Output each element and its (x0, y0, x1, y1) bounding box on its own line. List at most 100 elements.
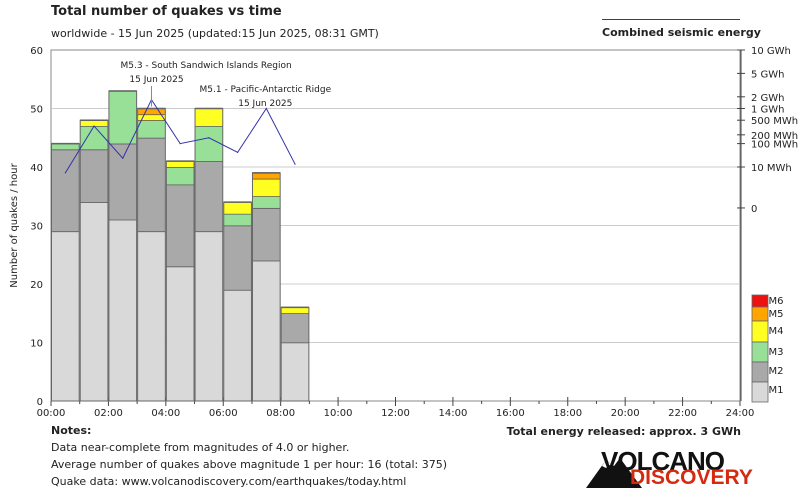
bar-segment-m2 (223, 225, 252, 290)
bar-segment-m2 (166, 184, 195, 267)
notes-title: Notes: (51, 424, 92, 437)
note-line: Average number of quakes above magnitude… (51, 458, 447, 471)
energy-tick-label: 0 (751, 204, 757, 215)
x-tick-label: 24:00 (726, 408, 755, 419)
x-tick-label: 08:00 (266, 408, 295, 419)
bar-segment-m3 (223, 213, 252, 226)
energy-point (64, 172, 66, 174)
bar-segment-m2 (252, 207, 281, 261)
energy-point (179, 143, 181, 145)
chart-title: Total number of quakes vs time (51, 4, 282, 19)
bar-segment-m2 (80, 149, 108, 203)
bar-segment-m4 (252, 178, 281, 197)
bar-outline (280, 306, 310, 402)
bar-segment-m3 (252, 196, 281, 208)
bar-segment-m5 (137, 108, 166, 115)
note-link[interactable]: Quake data: www.volcanodiscovery.com/ear… (51, 475, 407, 488)
y-tick-label: 10 (30, 339, 43, 350)
bar-segment-m5 (252, 172, 281, 179)
energy-point (294, 163, 296, 165)
bar-segment-m1 (137, 231, 166, 401)
energy-tick-label: 5 GWh (751, 69, 785, 80)
bar-segment-m4 (137, 114, 166, 121)
y-tick-label: 30 (30, 222, 43, 233)
legend-swatch-m5 (751, 306, 769, 322)
bar-outline (108, 90, 138, 402)
x-tick-label: 02:00 (94, 408, 123, 419)
bar-segment-m2 (108, 143, 137, 220)
annotation-label: M5.1 - Pacific-Antarctic Ridge (200, 85, 332, 95)
energy-legend-swatch (602, 19, 740, 20)
bar-outline (251, 172, 281, 402)
bar-segment-m1 (51, 231, 80, 401)
legend-swatch-m4 (751, 320, 769, 343)
logo-text-discovery: DISCOVERY (630, 466, 753, 489)
bar-outline (223, 201, 252, 402)
volcano-logo-icon (586, 458, 642, 488)
legend-label-m3: M3 (769, 347, 784, 358)
logo-text-volcano: VOLCANO (601, 446, 725, 476)
energy-tick-label: 1 GWh (751, 105, 785, 116)
bar-segment-m3 (80, 126, 108, 150)
y-tick-label: 0 (37, 397, 43, 408)
legend-swatch-m6 (751, 294, 769, 308)
energy-point (208, 137, 210, 139)
bar-segment-m3 (51, 143, 80, 150)
bar-outline (79, 119, 109, 402)
y-axis-label: Number of quakes / hour (9, 162, 20, 287)
legend-label-m1: M1 (769, 385, 784, 396)
volcanodiscovery-logo[interactable]: VOLCANO DISCOVERY (584, 446, 756, 492)
bar-segment-m1 (223, 289, 252, 401)
bar-segment-m4 (281, 307, 309, 314)
bar-segment-m2 (195, 161, 223, 232)
legend-label-m4: M4 (769, 326, 784, 337)
legend-label-m5: M5 (769, 309, 784, 320)
bar-segment-m1 (281, 342, 309, 401)
annotation-date: 15 Jun 2025 (238, 99, 292, 109)
y-tick-label: 40 (30, 163, 43, 174)
energy-point (122, 157, 124, 159)
energy-tick-label: 200 MWh (751, 131, 798, 142)
x-tick-label: 00:00 (37, 408, 66, 419)
energy-tick-label: 500 MWh (751, 116, 798, 127)
annotation-label: M5.3 - South Sandwich Islands Region (120, 61, 291, 71)
bar-segment-m3 (166, 167, 195, 185)
x-tick-label: 10:00 (324, 408, 353, 419)
x-tick-label: 18:00 (553, 408, 582, 419)
energy-tick-label: 100 MWh (751, 140, 798, 151)
bar-segment-m4 (166, 161, 195, 167)
annotation-date: 15 Jun 2025 (129, 75, 183, 85)
energy-legend-label: Combined seismic energy (602, 26, 761, 39)
energy-point (237, 151, 239, 153)
note-line: Data near-complete from magnitudes of 4.… (51, 441, 350, 454)
energy-point (93, 125, 95, 127)
bar-segment-m2 (281, 313, 309, 343)
bar-segment-m3 (195, 126, 223, 162)
x-tick-label: 04:00 (151, 408, 180, 419)
bar-segment-m2 (51, 149, 80, 232)
x-tick-label: 16:00 (496, 408, 525, 419)
x-tick-label: 06:00 (209, 408, 238, 419)
energy-tick-label: 2 GWh (751, 93, 785, 104)
x-tick-label: 20:00 (611, 408, 640, 419)
legend-swatch-m1 (751, 381, 769, 403)
bar-segment-m1 (195, 231, 223, 401)
bar-outline (137, 108, 166, 402)
bar-segment-m1 (108, 219, 137, 401)
x-tick-label: 12:00 (381, 408, 410, 419)
x-tick-label: 22:00 (668, 408, 697, 419)
energy-tick-label: 10 GWh (751, 46, 791, 57)
bar-segment-m1 (80, 202, 108, 401)
bar-outline (194, 108, 224, 402)
x-tick-label: 14:00 (439, 408, 468, 419)
energy-tick-label: 10 MWh (751, 163, 792, 174)
bar-segment-m1 (252, 260, 281, 401)
bar-segment-m3 (108, 90, 137, 144)
bar-outline (51, 143, 80, 402)
total-energy-label: Total energy released: approx. 3 GWh (506, 425, 741, 438)
legend-label-m2: M2 (769, 366, 784, 377)
y-tick-label: 50 (30, 105, 43, 116)
bar-outline (165, 160, 195, 402)
bar-segment-m1 (166, 266, 195, 401)
